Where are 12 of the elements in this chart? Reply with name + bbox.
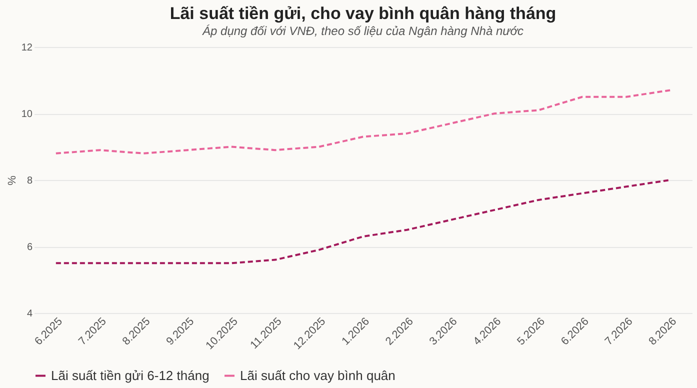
y-tick-label: 12 <box>21 42 33 54</box>
y-tick-label: 4 <box>26 308 33 320</box>
line-series <box>54 89 672 154</box>
legend-label: Lãi suất cho vay bình quân <box>240 368 396 383</box>
chart-title: Lãi suất tiền gửi, cho vay bình quân hàng tháng <box>170 4 556 23</box>
legend-label: Lãi suất tiền gửi 6-12 tháng <box>51 368 210 383</box>
chart-subtitle: Áp dụng đối với VNĐ, theo số liệu của Ngân hàng Nhà nước <box>202 24 524 38</box>
y-tick-label: 6 <box>26 242 33 253</box>
y-tick-label: 10 <box>21 109 33 120</box>
y-axis-title: % <box>6 175 18 186</box>
line-series <box>54 179 672 264</box>
y-tick-label: 8 <box>26 176 33 186</box>
